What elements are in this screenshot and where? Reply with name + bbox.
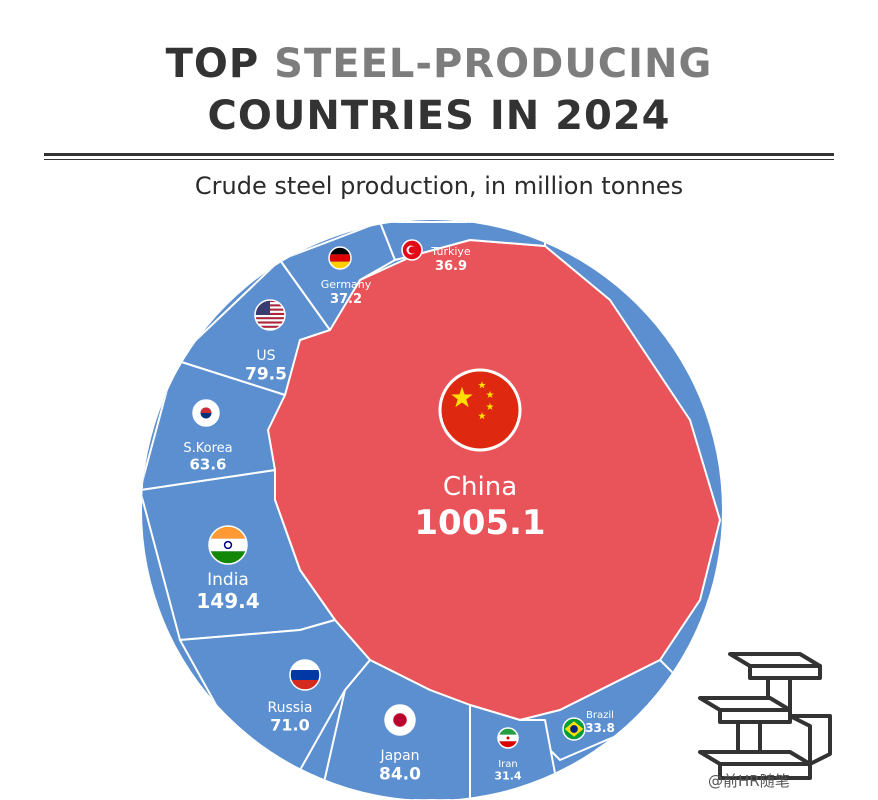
cell-germany	[279, 221, 396, 331]
south-korea-flag-icon	[192, 399, 220, 427]
label-brazil: Brazil	[586, 710, 614, 721]
value-germany: 37.2	[330, 292, 362, 307]
iran-flag-icon	[497, 727, 519, 749]
steel-beams-icon	[698, 652, 832, 780]
title-line-2: COUNTRIES IN 2024	[207, 93, 671, 139]
cell-iran	[469, 704, 561, 800]
india-flag-icon	[208, 525, 248, 565]
label-iran: Iran	[498, 759, 518, 770]
chart-subtitle: Crude steel production, in million tonne…	[194, 172, 684, 200]
label-russia: Russia	[267, 700, 312, 716]
value-russia: 71.0	[270, 715, 309, 734]
value-skorea: 63.6	[189, 455, 226, 473]
label-skorea: S.Korea	[183, 441, 232, 456]
germany-flag-icon	[328, 246, 352, 270]
title-part-steel: STEEL-PRODUCING	[274, 41, 713, 87]
title-divider-thin	[44, 159, 834, 160]
value-china: 1005.1	[414, 503, 545, 543]
brazil-flag-icon	[562, 717, 586, 741]
turkey-flag-icon	[401, 239, 423, 261]
us-flag-icon	[254, 299, 286, 331]
value-trkiye: 36.9	[435, 259, 467, 274]
label-trkiye: Türkiye	[430, 245, 471, 258]
value-us: 79.5	[245, 365, 287, 385]
value-japan: 84.0	[379, 765, 421, 785]
watermark: @前HR随笔	[708, 772, 790, 790]
label-india: India	[207, 570, 249, 590]
chart-title: TOP STEEL-PRODUCING COUNTRIES IN 2024	[0, 38, 878, 142]
value-brazil: 33.8	[585, 721, 615, 735]
value-india: 149.4	[196, 589, 259, 613]
label-china: China	[443, 472, 517, 502]
russia-flag-icon	[289, 659, 321, 691]
china-flag-icon	[438, 368, 522, 452]
label-japan: Japan	[379, 748, 419, 764]
label-germany: Germany	[321, 278, 372, 291]
label-us: US	[256, 348, 275, 364]
title-part-top: TOP	[165, 41, 275, 87]
value-iran: 31.4	[494, 770, 521, 783]
title-line-1: TOP STEEL-PRODUCING	[0, 38, 878, 90]
title-divider	[44, 153, 834, 156]
japan-flag-icon	[384, 704, 416, 736]
